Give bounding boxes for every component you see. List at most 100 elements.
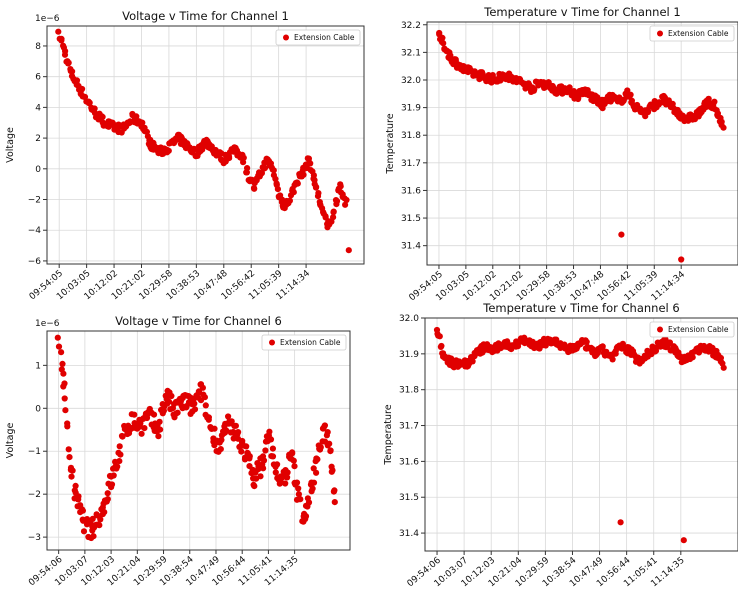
data-point [225,413,232,420]
y-tick-label: −6 [28,257,42,267]
data-point [305,499,313,506]
data-point [321,422,328,429]
data-point [436,29,443,37]
data-point [267,436,275,443]
y-tick-label: −4 [28,226,42,236]
data-point [72,482,79,489]
data-point [104,490,111,497]
data-point [270,167,277,174]
y-axis-label: Temperature [383,404,394,465]
y-tick-label: 31.8 [401,131,421,141]
data-point [327,447,334,454]
data-point [266,428,273,435]
chart-title: Temperature v Time for Channel 6 [482,301,679,315]
data-point [69,467,76,474]
data-point [307,160,314,167]
data-point [313,183,320,191]
data-point [114,463,121,470]
data-point [627,91,634,98]
data-point [55,343,63,350]
legend: Extension Cable [649,25,735,42]
data-point [286,197,293,204]
y-tick-label: 32.1 [401,48,421,58]
data-point [202,402,209,409]
data-point [160,407,167,414]
data-point [201,394,208,401]
data-point [205,414,212,421]
series-1 [436,29,727,131]
data-point [246,453,253,460]
data-point [86,99,93,106]
legend-label: Extension Cable [668,325,729,334]
data-point [232,422,239,429]
data-point [324,429,331,436]
series-1 [55,28,350,231]
data-point [58,35,65,43]
data-point [293,479,301,486]
data-point [297,496,304,503]
y-tick-label: 0 [35,165,41,175]
data-point [666,339,674,346]
data-point [314,456,321,463]
data-point [101,508,108,516]
data-point [345,247,352,254]
data-point [257,473,264,480]
data-point [289,450,296,457]
data-point [117,451,124,458]
legend: Extension Cable [261,334,347,351]
data-point [75,496,82,503]
data-point [260,457,268,464]
legend-box [261,334,347,351]
data-point [624,87,631,94]
data-point [62,48,69,55]
data-point [139,119,146,126]
y-tick-label: 32.0 [399,314,419,324]
data-point [251,185,258,192]
data-point [317,444,324,451]
data-point [79,507,86,514]
y-tick-label: −2 [28,490,41,500]
series-2 [618,231,685,263]
data-point [150,411,158,418]
data-point [274,461,281,468]
data-point [116,458,123,465]
y-tick-label: 31.5 [399,493,419,503]
data-point [269,453,277,460]
legend-box [649,321,735,338]
data-point [165,147,172,154]
data-point [447,52,454,59]
legend-marker [657,30,663,37]
data-point [333,201,340,208]
data-point [718,118,725,125]
y-tick-label: −3 [28,533,41,543]
y-tick-label: 31.4 [399,529,419,539]
y-multiplier-label: 1e−6 [35,14,60,24]
data-point [262,447,269,454]
data-point [530,87,538,94]
data-point [61,395,68,402]
data-point [291,463,298,470]
chart-title: Voltage v Time for Channel 1 [122,9,289,23]
data-point [575,95,582,103]
data-point [218,436,225,444]
data-point [433,326,441,334]
legend: Extension Cable [649,321,735,338]
legend-marker [269,339,275,346]
legend-box [649,25,735,42]
series-2 [345,247,352,254]
y-tick-label: 32.0 [401,76,421,86]
y-tick-label: 31.7 [401,159,421,169]
data-point [243,443,250,450]
data-point [612,350,619,357]
data-point [689,354,696,361]
data-point [68,473,75,480]
chart-title: Temperature v Time for Channel 1 [483,5,680,19]
data-point [720,364,727,371]
data-point [290,457,297,464]
data-point [295,491,302,498]
data-point [66,454,73,461]
y-axis-label: Voltage [5,423,16,459]
y-tick-label: 32.2 [401,21,421,31]
y-tick-label: 31.8 [399,386,419,396]
